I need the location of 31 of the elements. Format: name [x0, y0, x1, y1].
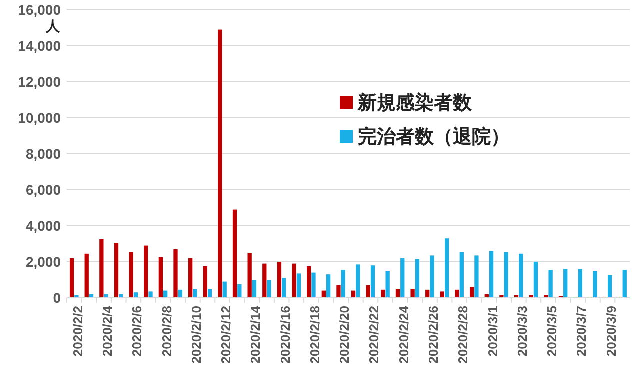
x-tick-label: 2020/2/26: [426, 306, 441, 364]
y-tick-label: 0: [53, 290, 62, 306]
y-tick-label: 16,000: [18, 2, 62, 18]
y-tick-label: 2,000: [26, 254, 62, 270]
x-tick-label: 2020/2/22: [366, 306, 382, 364]
x-tick-label: 2020/2/6: [130, 306, 145, 357]
y-tick-label: 4,000: [26, 218, 62, 234]
x-tick-label: 2020/2/10: [188, 306, 204, 364]
x-tick-label: 2020/2/18: [307, 306, 322, 364]
x-tick-label: 2020/3/3: [514, 306, 530, 357]
y-tick-label: 10,000: [18, 110, 62, 126]
x-tick-label: 2020/2/12: [218, 306, 234, 364]
x-tick-label: 2020/3/1: [485, 306, 500, 357]
x-tick-label: 2020/2/4: [100, 305, 116, 357]
x-tick-label: 2020/2/2: [70, 306, 86, 357]
x-tick-label: 2020/2/24: [396, 305, 412, 364]
legend-label: 新規感染者数: [357, 92, 473, 114]
x-tick-label: 2020/2/16: [278, 306, 293, 364]
y-tick-label: 6,000: [26, 182, 62, 198]
y-tick-label: 14,000: [18, 38, 62, 54]
x-tick-label: 2020/3/5: [544, 306, 560, 357]
x-tick-label: 2020/3/9: [604, 306, 619, 357]
x-tick-label: 2020/3/7: [574, 306, 590, 357]
legend-label: 完治者数（退院）: [358, 126, 510, 148]
x-tick-label: 2020/2/8: [159, 306, 174, 357]
x-tick-label: 2020/2/28: [456, 306, 471, 364]
x-tick-label: 2020/2/14: [248, 305, 264, 364]
y-tick-label: 12,000: [18, 74, 62, 90]
x-tick-label: 2020/2/20: [337, 306, 352, 364]
ylabel: 人: [46, 18, 60, 34]
y-tick-label: 8,000: [26, 146, 62, 162]
